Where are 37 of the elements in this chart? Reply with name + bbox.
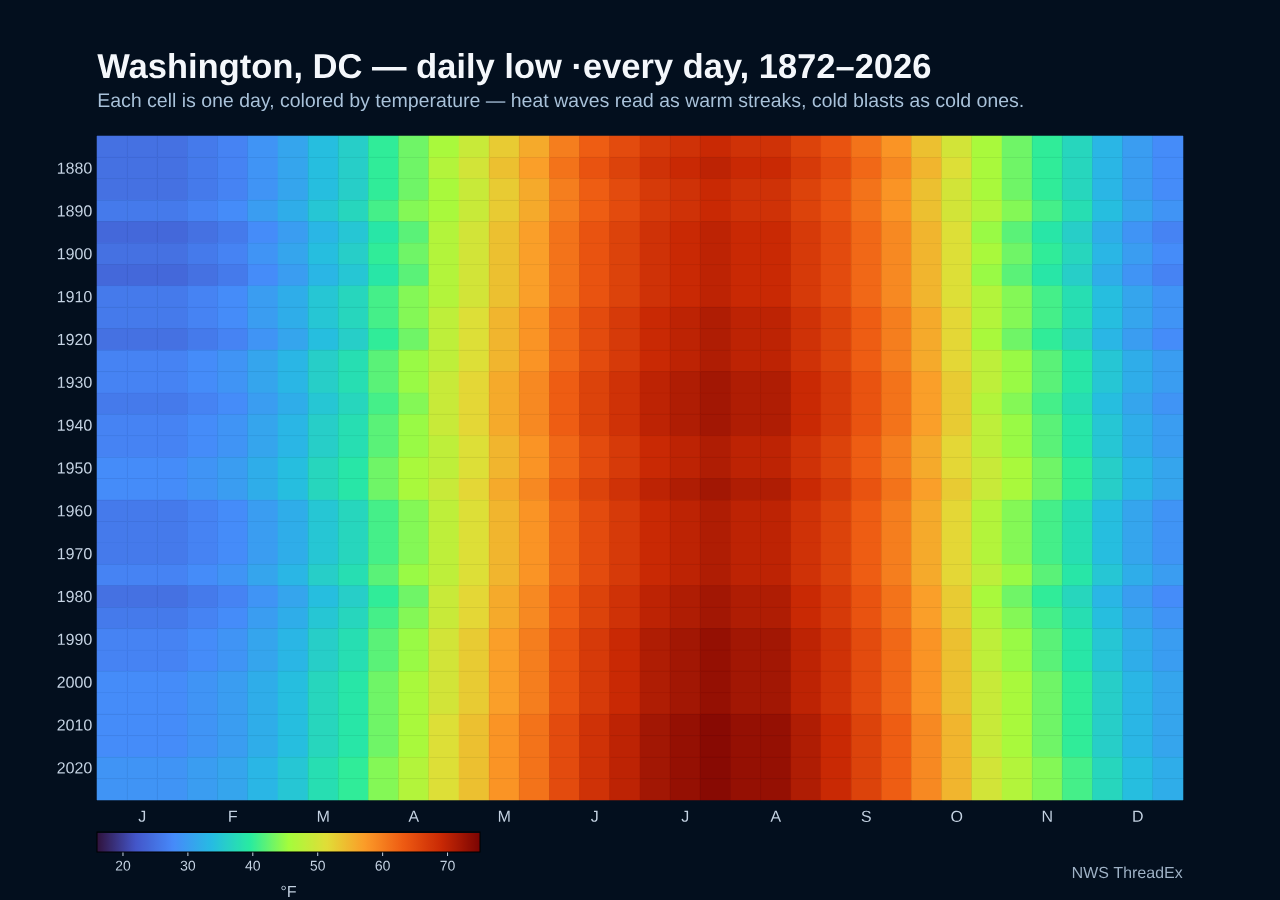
x-tick-label: J bbox=[591, 810, 598, 822]
x-tick-label: D bbox=[1133, 810, 1143, 822]
text: NWS ThreadEx bbox=[1072, 866, 1183, 879]
y-tick-label: 1930 bbox=[57, 376, 92, 388]
y-tick-label: 1940 bbox=[57, 419, 92, 431]
color-bar-label: 70 bbox=[440, 860, 455, 871]
x-tick-label: A bbox=[408, 810, 420, 822]
x-tick-label: J bbox=[681, 810, 689, 822]
y-tick-label: 1960 bbox=[57, 505, 92, 517]
x-tick-label: F bbox=[229, 810, 238, 822]
y-tick-label: 2010 bbox=[57, 719, 92, 731]
chart-subtitle: Each cell is one day, colored by temperature — heat waves read as warm streaks, cold blasts as cold ones. bbox=[98, 92, 1023, 112]
y-tick-label: 1950 bbox=[57, 462, 92, 474]
x-tick-label: O bbox=[951, 810, 963, 823]
chart-title: Washington, DC — daily low ·every day, 1872–2026 bbox=[97, 52, 931, 86]
y-tick-label: 1900 bbox=[57, 248, 92, 260]
x-tick-label: S bbox=[861, 810, 871, 823]
color-bar-label: 30 bbox=[180, 860, 196, 871]
y-tick-label: 1920 bbox=[57, 333, 92, 346]
color-bar-label: 60 bbox=[375, 860, 390, 871]
y-tick-label: 1890 bbox=[57, 205, 92, 217]
color-bar-title: °F bbox=[281, 885, 296, 897]
x-tick-label: A bbox=[770, 810, 782, 822]
color-bar-label: 50 bbox=[310, 860, 325, 871]
x-tick-label: N bbox=[1042, 810, 1052, 822]
x-tick-label: M bbox=[317, 810, 329, 822]
color-bar-label: 20 bbox=[115, 860, 131, 871]
x-tick-label: J bbox=[138, 810, 146, 822]
y-tick-label: 2020 bbox=[57, 762, 92, 774]
y-tick-label: 2000 bbox=[57, 676, 92, 688]
y-tick-label: 1970 bbox=[57, 548, 92, 560]
y-tick-label: 1880 bbox=[57, 162, 92, 174]
color-bar-label: 40 bbox=[245, 860, 261, 871]
y-tick-label: 1980 bbox=[57, 590, 92, 603]
y-tick-label: 1990 bbox=[57, 633, 92, 646]
y-tick-label: 1910 bbox=[57, 290, 92, 303]
x-tick-label: M bbox=[498, 810, 510, 822]
